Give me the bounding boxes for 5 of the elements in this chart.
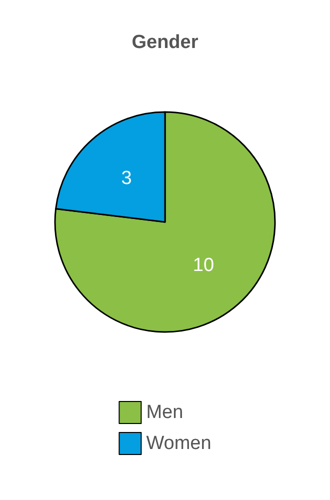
legend-label: Women (146, 433, 212, 454)
chart-title: Gender (132, 32, 199, 53)
legend-label: Men (146, 402, 184, 423)
data-label: 10 (192, 254, 214, 276)
data-label: 3 (121, 168, 132, 190)
